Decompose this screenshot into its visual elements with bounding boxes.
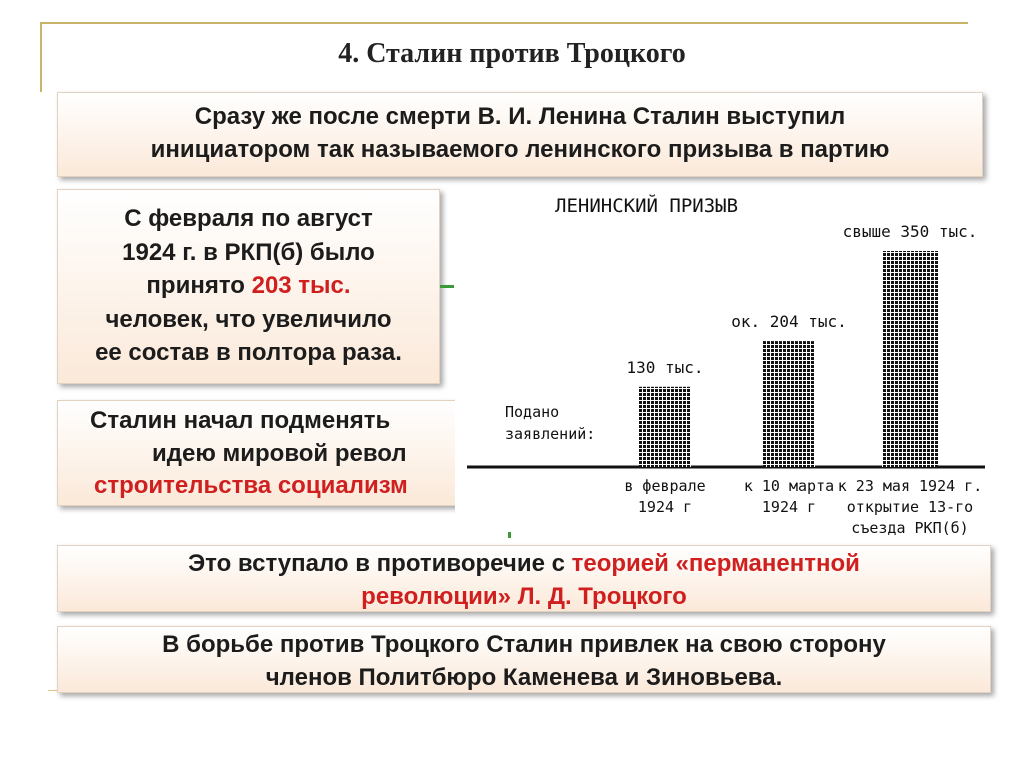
intro-box: Сразу же после смерти В. И. Ленина Стали… — [57, 92, 983, 177]
category-label: к 23 мая 1924 г. — [838, 477, 983, 495]
category-label: 1924 г — [762, 498, 816, 516]
frame-left-line — [40, 22, 42, 92]
lenin-call-chart: ЛЕНИНСКИЙ ПРИЗЫВ Подано заявлений: 130 тыс.… — [467, 194, 985, 535]
contradiction-line: Это вступало в противоречие с теорией «п… — [58, 548, 990, 581]
struggle-line: членов Политбюро Каменева и Зиновьева. — [265, 663, 783, 691]
chart-panel: ЛЕНИНСКИЙ ПРИЗЫВ Подано заявлений: 130 тыс.… — [455, 185, 995, 535]
bar — [763, 341, 815, 467]
bar-value-label: 130 тыс. — [626, 358, 703, 377]
stats-line: 1924 г. в РКП(б) было — [122, 238, 375, 266]
category-label: съезда РКП(б) — [851, 519, 968, 535]
green-mark — [508, 532, 511, 538]
stalin-box: Сталин начал подменять идею мировой рево… — [57, 400, 487, 506]
struggle-line: В борьбе против Троцкого Сталин привлек … — [162, 631, 886, 658]
chart-title: ЛЕНИНСКИЙ ПРИЗЫВ — [555, 194, 738, 217]
bar — [639, 386, 691, 467]
struggle-box: В борьбе против Троцкого Сталин привлек … — [57, 626, 991, 693]
contradiction-highlight: революции» Л. Д. Троцкого — [361, 582, 687, 610]
stats-line: С февраля по август — [124, 205, 373, 232]
category-label: к 10 марта — [744, 477, 834, 495]
stats-line: ее состав в полтора раза. — [95, 339, 402, 367]
y-axis-label: заявлений: — [505, 425, 595, 443]
stalin-highlight: строительства социализм — [94, 472, 408, 500]
stats-box: С февраля по август 1924 г. в РКП(б) был… — [57, 189, 440, 384]
y-axis-label: Подано — [505, 403, 559, 421]
contradiction-box: Это вступало в противоречие с теорией «п… — [57, 545, 991, 612]
slide-title: 4. Сталин против Троцкого — [338, 38, 686, 69]
stats-text: принято — [146, 272, 252, 300]
stats-line: принято 203 тыс. — [58, 269, 439, 303]
stats-line: человек, что увеличило — [105, 305, 392, 333]
category-label: в феврале — [624, 477, 705, 495]
intro-line: инициатором так называемого ленинского п… — [150, 135, 890, 163]
category-label: 1924 г — [638, 498, 692, 516]
green-connector-mark — [440, 285, 454, 288]
contradiction-highlight: теорией «перманентной — [571, 550, 860, 577]
frame-top-line — [40, 22, 968, 24]
stalin-line: идею мировой револ — [152, 439, 407, 467]
bar — [882, 251, 938, 467]
stats-highlight: 203 тыс. — [251, 272, 351, 300]
stalin-line: Сталин начал подменять — [90, 407, 391, 434]
contradiction-text: Это вступало в противоречие с — [188, 550, 572, 577]
bar-value-label: ок. 204 тыс. — [731, 312, 847, 331]
bar-value-label: свыше 350 тыс. — [843, 222, 978, 241]
category-label: открытие 13-го — [847, 498, 973, 516]
intro-line: Сразу же после смерти В. И. Ленина Стали… — [194, 103, 846, 130]
